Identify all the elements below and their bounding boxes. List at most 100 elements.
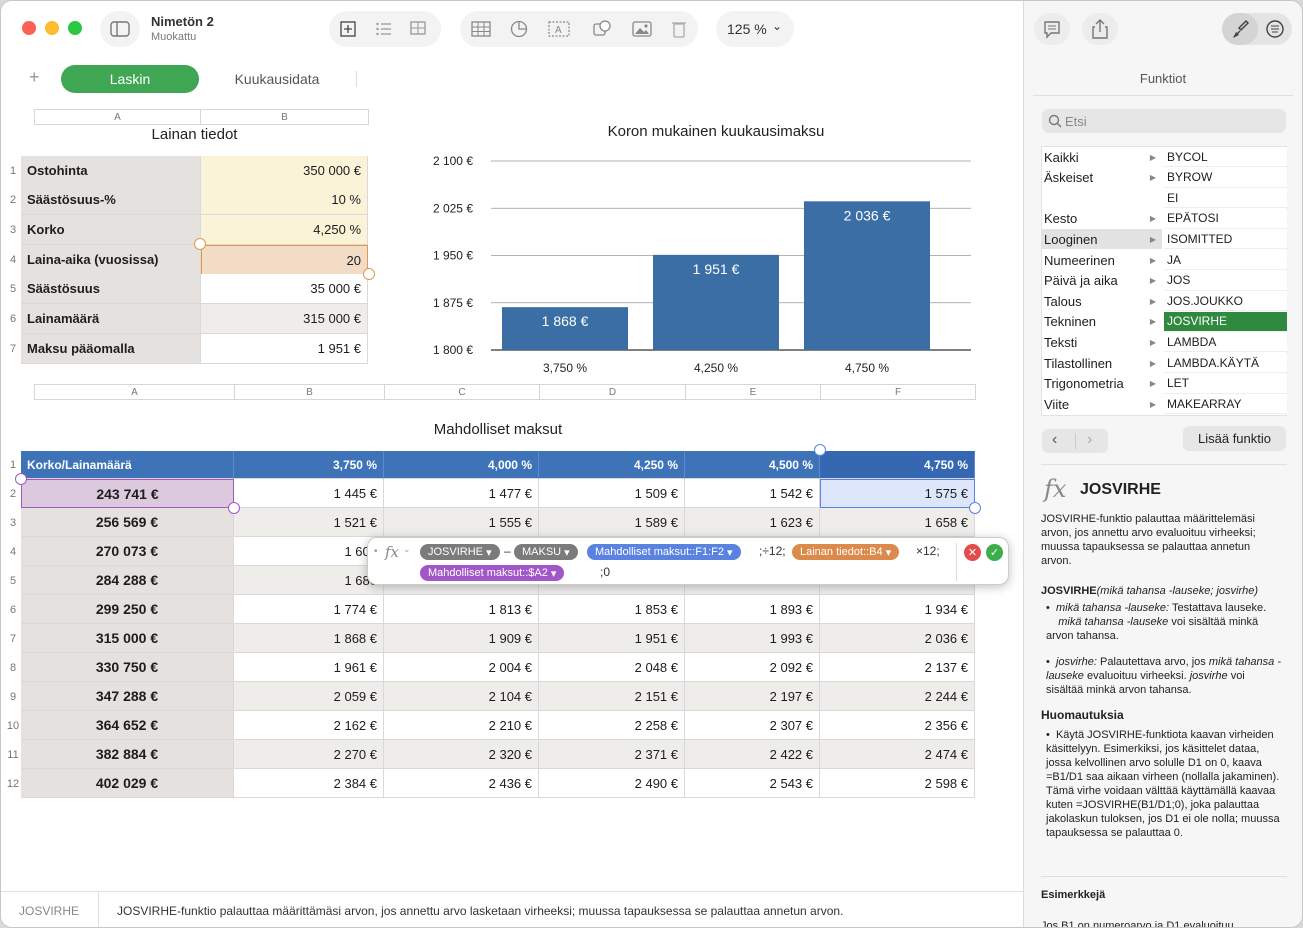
function-item[interactable]: LAMBDA [1164, 332, 1287, 353]
bar-chart[interactable]: 2 100 € 2 025 € 1 950 € 1 875 € 1 800 € 1 868… [411, 146, 981, 381]
table-cell-payment[interactable]: 2 048 € [539, 653, 685, 682]
category-item[interactable]: Kaikki ▶ [1042, 147, 1162, 167]
category-item[interactable] [1042, 188, 1162, 208]
chart-bar[interactable] [502, 307, 628, 350]
column-header-e[interactable]: E [685, 384, 821, 400]
table-cell-payment[interactable]: 1 868 € [234, 624, 384, 653]
category-item[interactable]: Tekninen ▶ [1042, 312, 1162, 332]
chart-bar[interactable] [653, 254, 779, 350]
row-header[interactable]: 3 [9, 516, 17, 529]
table-cell-payment[interactable]: 2 371 € [539, 740, 685, 769]
function-item[interactable]: EPÄTOSI [1164, 208, 1287, 229]
minimize-window-button[interactable] [45, 21, 59, 35]
table-cell-payment[interactable]: 2 036 € [820, 624, 975, 653]
table-cell-payment[interactable]: 1 686 [234, 566, 384, 595]
table-header-cell[interactable]: 4,000 % [384, 451, 539, 479]
sidebar-toggle-button[interactable] [100, 11, 140, 47]
table-cell-payment[interactable]: 1 445 € [234, 479, 384, 508]
category-item[interactable]: Teksti ▶ [1042, 332, 1162, 352]
zoom-menu[interactable]: 125 % ⌄ [716, 11, 794, 47]
table-cell-payment[interactable]: 2 598 € [820, 769, 975, 798]
selection-handle[interactable] [969, 502, 981, 514]
tab-laskin[interactable]: Laskin [61, 65, 199, 93]
table-cell-amount[interactable]: 284 288 € [21, 566, 234, 595]
shape-icon[interactable] [591, 18, 613, 40]
chart-icon[interactable] [508, 18, 530, 40]
add-sheet-icon[interactable]: + [29, 67, 40, 87]
table-cell-payment[interactable]: 2 162 € [234, 711, 384, 740]
table-cell-amount[interactable]: 270 073 € [21, 537, 234, 566]
table-cell-payment[interactable]: 1 542 € [685, 479, 820, 508]
comment-button[interactable] [1034, 13, 1070, 45]
chart-bar[interactable] [804, 201, 930, 350]
table-cell-payment[interactable]: 2 151 € [539, 682, 685, 711]
table-cell-payment[interactable]: 1 589 € [539, 508, 685, 537]
text-box-icon[interactable]: A [548, 18, 570, 40]
table-cell-payment[interactable]: 1 813 € [384, 595, 539, 624]
table-cell-payment[interactable]: 2 356 € [820, 711, 975, 740]
table-cell-payment[interactable]: 2 307 € [685, 711, 820, 740]
share-button[interactable] [1082, 13, 1118, 45]
zoom-window-button[interactable] [68, 21, 82, 35]
row-header[interactable]: 5 [9, 282, 17, 295]
comment-trash-icon[interactable] [668, 18, 690, 40]
table-cell-value[interactable]: 350 000 € [201, 156, 368, 186]
category-item[interactable]: Trigonometria ▶ [1042, 374, 1162, 394]
formula-ref-b4[interactable]: Lainan tiedot::B4 ▾ [792, 544, 900, 560]
close-window-button[interactable] [22, 21, 36, 35]
table-cell-label[interactable]: Laina-aika (vuosissa) [21, 245, 201, 275]
row-header[interactable]: 3 [9, 223, 17, 236]
selection-handle[interactable] [363, 268, 375, 280]
row-header[interactable]: 8 [9, 661, 17, 674]
selection-handle[interactable] [194, 238, 206, 250]
table-cell-amount[interactable]: 330 750 € [21, 653, 234, 682]
table-cell-payment[interactable]: 1 934 € [820, 595, 975, 624]
add-icon[interactable] [337, 18, 359, 40]
function-search-field[interactable]: Etsi [1042, 109, 1286, 133]
forward-icon[interactable]: › [1087, 431, 1093, 448]
table-cell-payment[interactable]: 2 270 € [234, 740, 384, 769]
table-cell-payment[interactable]: 2 490 € [539, 769, 685, 798]
cancel-formula-icon[interactable]: ✕ [964, 544, 981, 561]
formula-ref-a2[interactable]: Mahdolliset maksut::$A2 ▾ [420, 565, 565, 581]
table-cell-value[interactable]: 4,250 % [201, 215, 368, 245]
table-cell-payment[interactable]: 1 853 € [539, 595, 685, 624]
function-item[interactable]: BYROW [1164, 167, 1287, 188]
row-header[interactable]: 7 [9, 342, 17, 355]
category-item[interactable]: Tilastollinen ▶ [1042, 353, 1162, 373]
selection-handle[interactable] [228, 502, 240, 514]
row-header[interactable]: 5 [9, 574, 17, 587]
category-item[interactable]: Äskeiset ▶ [1042, 168, 1162, 188]
table-cell-payment[interactable]: 2 059 € [234, 682, 384, 711]
table-cell-payment[interactable]: 1 658 € [820, 508, 975, 537]
category-item[interactable]: Talous ▶ [1042, 291, 1162, 311]
table-cell-value[interactable]: 20 [201, 245, 368, 275]
row-header[interactable]: 1 [9, 459, 17, 471]
formula-token-josvirhe[interactable]: JOSVIRHE ▾ [420, 544, 500, 560]
function-item[interactable]: JOS.JOUKKO [1164, 291, 1287, 312]
table-cell-label[interactable]: Ostohinta [21, 156, 201, 186]
table-cell-payment[interactable]: 2 137 € [820, 653, 975, 682]
table-cell-payment[interactable]: 1 774 € [234, 595, 384, 624]
table-header-cell[interactable]: 4,750 % [820, 451, 975, 479]
formula-token-maksu[interactable]: MAKSU ▾ [514, 544, 578, 560]
column-header-f[interactable]: F [820, 384, 976, 400]
category-item[interactable]: Päivä ja aika ▶ [1042, 271, 1162, 291]
organize-button[interactable] [1260, 13, 1292, 45]
table-cell-label[interactable]: Maksu pääomalla [21, 334, 201, 364]
formula-ref-range[interactable]: Mahdolliset maksut::F1:F2 ▾ [587, 544, 741, 560]
media-icon[interactable] [631, 18, 653, 40]
column-header-d[interactable]: D [539, 384, 686, 400]
table-cell-payment[interactable]: 1 993 € [685, 624, 820, 653]
category-item[interactable]: Kesto ▶ [1042, 209, 1162, 229]
table-cell-amount[interactable]: 243 741 € [21, 479, 234, 508]
table-cell-value[interactable]: 1 951 € [201, 334, 368, 364]
table-cell-payment[interactable]: 2 210 € [384, 711, 539, 740]
table-cell-label[interactable]: Säästösuus [21, 274, 201, 304]
table-cell-payment[interactable]: 2 244 € [820, 682, 975, 711]
selection-handle[interactable] [15, 473, 27, 485]
row-header[interactable]: 10 [6, 719, 20, 732]
table-cell-payment[interactable]: 1 509 € [539, 479, 685, 508]
row-header[interactable]: 6 [9, 603, 17, 616]
table-cell-label[interactable]: Säästösuus-% [21, 185, 201, 215]
